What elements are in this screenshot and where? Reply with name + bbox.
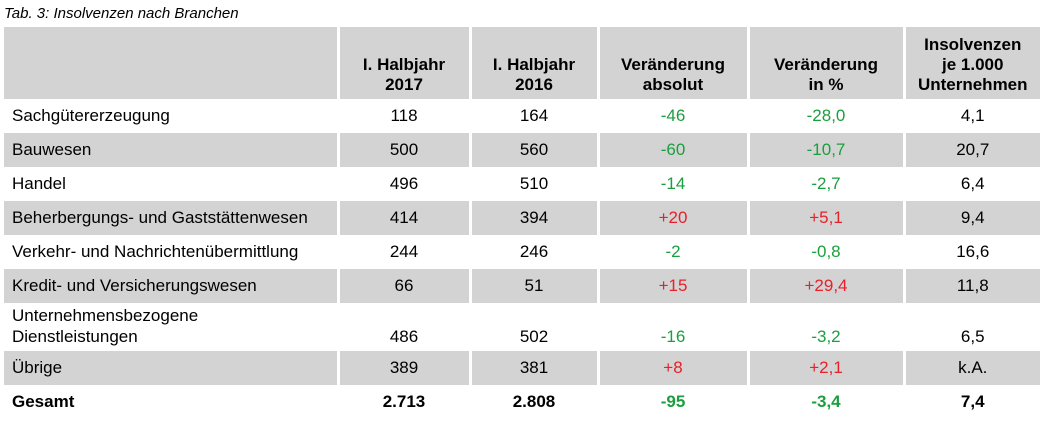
- change-percent-cell: +29,4: [746, 269, 904, 303]
- value-2017-cell: 486: [336, 303, 470, 351]
- change-percent-cell: -10,7: [746, 133, 904, 167]
- table-row: Bauwesen 500 560 -60 -10,7 20,7: [4, 133, 1040, 167]
- value-2017-cell: 496: [336, 167, 470, 201]
- branch-label: Sachgütererzeugung: [12, 106, 170, 125]
- branch-label: Bauwesen: [12, 140, 92, 159]
- total-row: Gesamt 2.713 2.808 -95 -3,4 7,4: [4, 385, 1040, 419]
- branch-label: Handel: [12, 174, 66, 193]
- table-row: Handel 496 510 -14 -2,7 6,4: [4, 167, 1040, 201]
- header-line: Veränderung: [621, 55, 725, 74]
- change-absolute-cell: -16: [596, 303, 748, 351]
- change-absolute-cell: -14: [596, 167, 748, 201]
- total-2016: 2.808: [468, 385, 598, 419]
- change-absolute-cell: -2: [596, 235, 748, 269]
- table-row: Unternehmensbezogene Dienstleistungen 486 5…: [4, 303, 1040, 351]
- change-absolute-cell: +15: [596, 269, 748, 303]
- header-change-percent: Veränderung in %: [746, 27, 904, 99]
- branch-label: Dienstleistungen: [12, 327, 138, 346]
- header-line: 2017: [385, 75, 423, 94]
- table-body: Sachgütererzeugung 118 164 -46 -28,0 4,1 Bauwe…: [4, 99, 1040, 419]
- value-2017-cell: 389: [336, 351, 470, 385]
- change-absolute-cell: +20: [596, 201, 748, 235]
- total-per-1000: 7,4: [902, 385, 1040, 419]
- value-2016-cell: 51: [468, 269, 598, 303]
- table-row: Beherbergungs- und Gaststättenwesen 414 39…: [4, 201, 1040, 235]
- value-2017-cell: 118: [336, 99, 470, 133]
- branch-cell: Beherbergungs- und Gaststättenwesen: [4, 201, 338, 235]
- insolvencies-per-1000-cell: 6,4: [902, 167, 1040, 201]
- change-absolute-cell: -60: [596, 133, 748, 167]
- change-percent-cell: +5,1: [746, 201, 904, 235]
- branch-label: Übrige: [12, 358, 63, 377]
- value-2017-cell: 414: [336, 201, 470, 235]
- header-line: 2016: [515, 75, 553, 94]
- branch-cell: Bauwesen: [4, 133, 338, 167]
- header-line: Veränderung: [774, 55, 878, 74]
- header-change-absolute: Veränderung absolut: [596, 27, 748, 99]
- value-2017-cell: 66: [336, 269, 470, 303]
- table-row: Kredit- und Versicherungswesen 66 51 +15 +29…: [4, 269, 1040, 303]
- header-line: absolut: [642, 75, 704, 94]
- header-line: in %: [808, 75, 844, 94]
- value-2016-cell: 560: [468, 133, 598, 167]
- value-2016-cell: 164: [468, 99, 598, 133]
- change-percent-cell: +2,1: [746, 351, 904, 385]
- value-2016-cell: 381: [468, 351, 598, 385]
- header-row: I. Halbjahr 2017 I. Halbjahr 2016 Veränder…: [4, 27, 1040, 99]
- value-2016-cell: 502: [468, 303, 598, 351]
- insolvency-table: I. Halbjahr 2017 I. Halbjahr 2016 Veränder…: [4, 27, 1040, 419]
- total-change-percent: -3,4: [746, 385, 904, 419]
- value-2017-cell: 244: [336, 235, 470, 269]
- header-line: Insolvenzen: [924, 35, 1022, 54]
- branch-cell: Verkehr- und Nachrichtenübermittlung: [4, 235, 338, 269]
- value-2016-cell: 246: [468, 235, 598, 269]
- change-absolute-cell: -46: [596, 99, 748, 133]
- total-change-absolute: -95: [596, 385, 748, 419]
- table-caption: Tab. 3: Insolvenzen nach Branchen: [4, 5, 239, 22]
- change-percent-cell: -2,7: [746, 167, 904, 201]
- header-line: je 1.000: [942, 55, 1004, 74]
- insolvencies-per-1000-cell: 6,5: [902, 303, 1040, 351]
- value-2016-cell: 510: [468, 167, 598, 201]
- change-absolute-cell: +8: [596, 351, 748, 385]
- branch-cell: Handel: [4, 167, 338, 201]
- insolvencies-per-1000-cell: 11,8: [902, 269, 1040, 303]
- branch-cell: Übrige: [4, 351, 338, 385]
- branch-label: Beherbergungs- und Gaststättenwesen: [12, 208, 308, 227]
- header-h2016: I. Halbjahr 2016: [468, 27, 598, 99]
- branch-label: Kredit- und Versicherungswesen: [12, 276, 257, 295]
- value-2016-cell: 394: [468, 201, 598, 235]
- change-percent-cell: -3,2: [746, 303, 904, 351]
- table-row: Verkehr- und Nachrichtenübermittlung 244 2…: [4, 235, 1040, 269]
- header-line: Unternehmen: [917, 75, 1028, 94]
- branch-cell: Sachgütererzeugung: [4, 99, 338, 133]
- branch-cell: Kredit- und Versicherungswesen: [4, 269, 338, 303]
- branch-cell: Unternehmensbezogene Dienstleistungen: [4, 303, 338, 351]
- change-percent-cell: -28,0: [746, 99, 904, 133]
- insolvencies-per-1000-cell: 9,4: [902, 201, 1040, 235]
- value-2017-cell: 500: [336, 133, 470, 167]
- table-row: Übrige 389 381 +8 +2,1 k.A.: [4, 351, 1040, 385]
- total-2017: 2.713: [336, 385, 470, 419]
- header-line: I. Halbjahr: [492, 55, 576, 74]
- header-line: I. Halbjahr: [362, 55, 446, 74]
- branch-label: Verkehr- und Nachrichtenübermittlung: [12, 242, 299, 261]
- branch-label: Unternehmensbezogene: [12, 306, 199, 325]
- insolvencies-per-1000-cell: k.A.: [902, 351, 1040, 385]
- insolvencies-per-1000-cell: 20,7: [902, 133, 1040, 167]
- total-label: Gesamt: [12, 392, 75, 411]
- header-h2017: I. Halbjahr 2017: [336, 27, 470, 99]
- insolvencies-per-1000-cell: 4,1: [902, 99, 1040, 133]
- header-per-1000: Insolvenzen je 1.000 Unternehmen: [902, 27, 1040, 99]
- insolvencies-per-1000-cell: 16,6: [902, 235, 1040, 269]
- table-row: Sachgütererzeugung 118 164 -46 -28,0 4,1: [4, 99, 1040, 133]
- header-branch: [4, 27, 338, 99]
- change-percent-cell: -0,8: [746, 235, 904, 269]
